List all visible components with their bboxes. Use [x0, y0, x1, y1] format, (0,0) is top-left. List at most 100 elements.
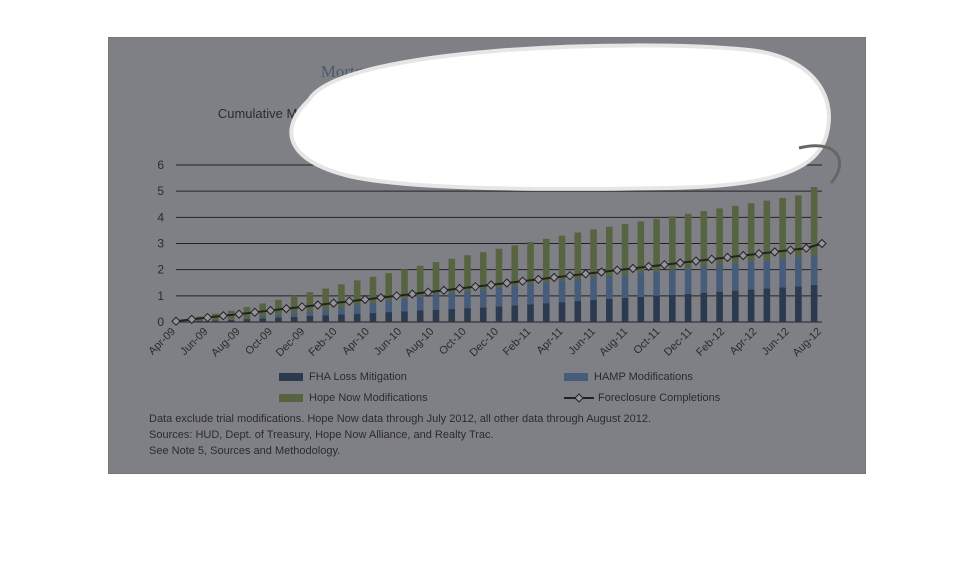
- bar-hamp: [542, 282, 550, 304]
- legend-fha: FHA Loss Mitigation: [279, 371, 407, 383]
- bar-hope-now: [669, 216, 676, 270]
- foreclosure-point: [407, 289, 418, 299]
- bar-hope-now: [290, 295, 298, 314]
- bar-hamp: [369, 302, 377, 313]
- bar-hope-now: [732, 205, 739, 264]
- legend-hope-label: Hope Now Modifications: [309, 392, 428, 404]
- footnote-see-note: See Note 5, Sources and Methodology.: [149, 445, 341, 457]
- bar-hamp: [558, 280, 566, 303]
- bar-fha: [464, 308, 471, 322]
- foreclosure-point: [313, 300, 323, 310]
- bar-hamp: [401, 298, 408, 312]
- x-tick-label: Apr-10: [340, 326, 372, 358]
- bar-hamp: [700, 266, 708, 293]
- footnote-data-note: Data exclude trial modifications. Hope N…: [149, 413, 652, 425]
- foreclosure-point: [470, 281, 481, 292]
- bar-fha: [716, 291, 723, 322]
- foreclosure-point: [801, 243, 811, 253]
- bar-hamp: [432, 294, 440, 310]
- x-tick-label: Aug-09: [209, 326, 243, 360]
- bar-hamp: [763, 260, 771, 289]
- legend-fha-label: FHA Loss Mitigation: [309, 371, 407, 383]
- bar-fha: [684, 293, 692, 322]
- bar-fha: [637, 296, 645, 322]
- bar-hamp: [306, 311, 314, 316]
- bar-fha: [653, 295, 660, 322]
- y-tick-label: 6: [157, 158, 164, 172]
- bar-hope-now: [464, 255, 471, 291]
- legend-foreclosure: Foreclosure Completions: [564, 392, 720, 404]
- bar-hope-now: [527, 241, 534, 284]
- bar-fha: [196, 320, 203, 322]
- bar-fha: [747, 289, 755, 322]
- bar-fha: [542, 303, 550, 322]
- bar-hamp: [290, 313, 298, 317]
- bar-fha: [432, 309, 440, 322]
- bar-hamp: [448, 292, 456, 309]
- bar-hamp: [527, 283, 534, 305]
- bar-fha: [212, 320, 219, 322]
- bar-hamp: [353, 304, 361, 314]
- bar-hamp: [464, 290, 471, 309]
- foreclosure-point: [454, 283, 465, 294]
- x-tick-label: Aug-10: [403, 326, 437, 360]
- foreclosure-point: [376, 292, 386, 303]
- bar-hope-now: [621, 224, 629, 275]
- bar-fha: [763, 288, 771, 322]
- bar-hamp: [637, 272, 645, 297]
- foreclosure-point: [281, 303, 291, 314]
- bar-hope-now: [700, 211, 708, 267]
- foreclosure-point: [344, 296, 355, 307]
- bar-hamp: [590, 277, 597, 301]
- bar-hamp: [416, 296, 424, 311]
- bar-hamp: [243, 318, 251, 320]
- bar-hamp: [322, 309, 329, 316]
- bar-fha: [322, 315, 329, 322]
- bar-fha: [479, 307, 487, 322]
- foreclosure-point: [297, 302, 307, 312]
- foreclosure-point: [439, 285, 449, 296]
- y-tick-label: 4: [157, 210, 164, 224]
- bar-fha: [259, 318, 266, 322]
- y-tick-label: 5: [157, 184, 164, 198]
- bar-hope-now: [653, 218, 660, 272]
- bar-hope-now: [747, 203, 755, 262]
- bar-hope-now: [479, 252, 487, 290]
- foreclosure-point: [659, 259, 670, 270]
- bar-hamp: [669, 269, 676, 295]
- bar-hamp: [810, 255, 818, 285]
- bar-fha: [795, 286, 802, 322]
- x-tick-label: Dec-11: [662, 326, 695, 359]
- foreclosure-point: [754, 248, 764, 259]
- x-tick-label: Jun-10: [372, 326, 404, 358]
- x-tick-label: Aug-11: [597, 326, 630, 359]
- bar-fha: [590, 300, 597, 322]
- foreclosure-point: [517, 276, 528, 286]
- bar-fha: [385, 312, 393, 322]
- bar-hamp: [795, 257, 802, 287]
- x-tick-label: Feb-10: [306, 326, 339, 359]
- bar-fha: [495, 306, 503, 322]
- bar-fha: [669, 294, 676, 322]
- chart-frame: 0 1 2 3 4 5 6 Apr-09 Jun-09 Aug-09 Oct-09 Dec-09 Feb…: [108, 37, 866, 474]
- bar-fha: [779, 287, 786, 322]
- bar-hope-now: [795, 195, 802, 258]
- bar-hope-now: [637, 221, 645, 273]
- bar-hamp: [259, 316, 266, 319]
- bar-fha: [401, 311, 408, 322]
- bar-hope-now: [684, 213, 692, 269]
- foreclosure-point: [817, 238, 827, 249]
- foreclosure-point: [722, 252, 733, 263]
- foreclosure-point: [218, 311, 228, 321]
- bar-fha: [227, 319, 235, 322]
- legend-foreclosure-marker: [564, 393, 594, 403]
- x-tick-label: Feb-12: [694, 326, 727, 359]
- foreclosure-point: [360, 294, 370, 305]
- footnote-sources: Sources: HUD, Dept. of Treasury, Hope No…: [149, 429, 494, 441]
- chart-title-line2: Outpacing Foreclosures: [406, 83, 568, 102]
- bar-hamp: [511, 285, 519, 306]
- legend-hamp-swatch: [564, 373, 588, 381]
- legend-hope: Hope Now Modifications: [279, 392, 428, 404]
- x-tick-label: Oct-11: [631, 326, 662, 357]
